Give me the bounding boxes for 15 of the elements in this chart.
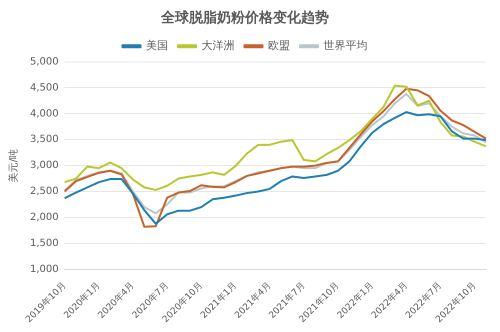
y-tick-label: 1,000 [30, 264, 59, 275]
y-tick-label: 4,000 [30, 108, 59, 120]
legend-label: 欧盟 [268, 39, 290, 52]
y-tick-label: 4,500 [30, 82, 59, 94]
y-tick-label: 3,500 [30, 134, 59, 146]
y-tick-label: 2,000 [30, 212, 59, 224]
y-axis-title: 美元/吨 [8, 148, 20, 182]
legend-label: 大洋洲 [202, 39, 234, 52]
y-tick-label: 2,500 [30, 186, 59, 198]
y-tick-label: 3,000 [30, 160, 59, 172]
y-tick-label: 1,500 [30, 238, 59, 249]
y-tick-label: 5,000 [30, 56, 59, 68]
chart-title: 全球脱脂奶粉价格变化趋势 [160, 9, 329, 26]
legend-label: 世界平均 [324, 39, 368, 52]
legend-label: 美国 [146, 39, 168, 52]
